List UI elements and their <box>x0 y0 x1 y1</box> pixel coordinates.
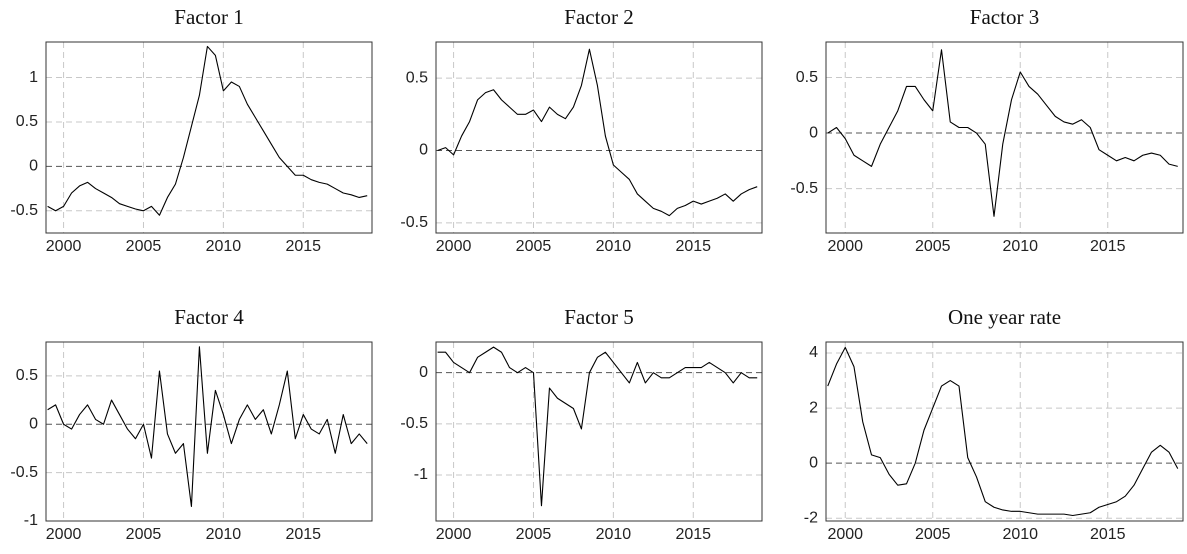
x-tick-label: 2005 <box>915 526 951 543</box>
x-tick-label: 2015 <box>1090 526 1126 543</box>
series-line <box>827 49 1178 217</box>
y-tick-label: -2 <box>804 509 818 526</box>
y-tick-label: 0 <box>29 415 38 432</box>
y-tick-label: 4 <box>809 344 818 361</box>
y-tick-label: 0 <box>809 124 818 141</box>
y-tick-label: -1 <box>24 512 38 529</box>
y-tick-label: 2 <box>809 399 818 416</box>
plot-frame <box>825 341 1184 522</box>
x-tick-label: 2005 <box>126 238 162 255</box>
chart-title: Factor 4 <box>174 305 244 329</box>
x-tick-label: 2010 <box>1002 526 1038 543</box>
x-tick-label: 2005 <box>915 238 951 255</box>
x-tick-label: 2010 <box>596 238 632 255</box>
y-tick-label: -0.5 <box>790 180 818 197</box>
y-tick-label: 0.5 <box>796 69 818 86</box>
y-tick-label: -0.5 <box>400 214 428 231</box>
y-tick-label: 0 <box>29 158 38 175</box>
y-tick-label: 0 <box>809 454 818 471</box>
chart-title: One year rate <box>948 305 1061 329</box>
series-line <box>47 45 368 216</box>
x-tick-label: 2010 <box>1002 238 1038 255</box>
x-tick-label: 2000 <box>46 238 82 255</box>
x-tick-label: 2005 <box>126 526 162 543</box>
x-tick-label: 2010 <box>596 526 632 543</box>
y-tick-label: 0.5 <box>406 69 428 86</box>
x-tick-label: 2000 <box>46 526 82 543</box>
x-tick-label: 2015 <box>285 238 321 255</box>
series-line <box>437 48 758 217</box>
x-tick-label: 2000 <box>827 526 863 543</box>
chart-title: Factor 1 <box>174 5 243 29</box>
chart-title: Factor 2 <box>564 5 633 29</box>
y-tick-label: 1 <box>29 69 38 86</box>
chart-title: Factor 5 <box>564 305 633 329</box>
y-tick-label: 0.5 <box>16 367 38 384</box>
y-tick-label: -0.5 <box>10 202 38 219</box>
y-tick-label: 0 <box>419 142 428 159</box>
x-tick-label: 2015 <box>285 526 321 543</box>
plot-frame <box>45 41 373 234</box>
chart-title: Factor 3 <box>970 5 1039 29</box>
x-tick-label: 2010 <box>206 526 242 543</box>
y-tick-label: -0.5 <box>10 464 38 481</box>
plot-frame <box>435 41 763 234</box>
x-tick-label: 2005 <box>516 238 552 255</box>
y-tick-label: -0.5 <box>400 415 428 432</box>
y-tick-label: -1 <box>414 466 428 483</box>
series-line <box>437 346 758 507</box>
plot-frame <box>825 41 1184 234</box>
x-tick-label: 2000 <box>436 238 472 255</box>
x-tick-label: 2010 <box>206 238 242 255</box>
y-tick-label: 0 <box>419 364 428 381</box>
x-tick-label: 2000 <box>436 526 472 543</box>
series-line <box>47 346 368 508</box>
y-tick-label: 0.5 <box>16 113 38 130</box>
plot-frame <box>435 341 763 522</box>
x-tick-label: 2015 <box>675 238 711 255</box>
x-tick-label: 2005 <box>516 526 552 543</box>
x-tick-label: 2015 <box>675 526 711 543</box>
plot-frame <box>45 341 373 522</box>
x-tick-label: 2000 <box>827 238 863 255</box>
x-tick-label: 2015 <box>1090 238 1126 255</box>
series-line <box>827 346 1179 517</box>
